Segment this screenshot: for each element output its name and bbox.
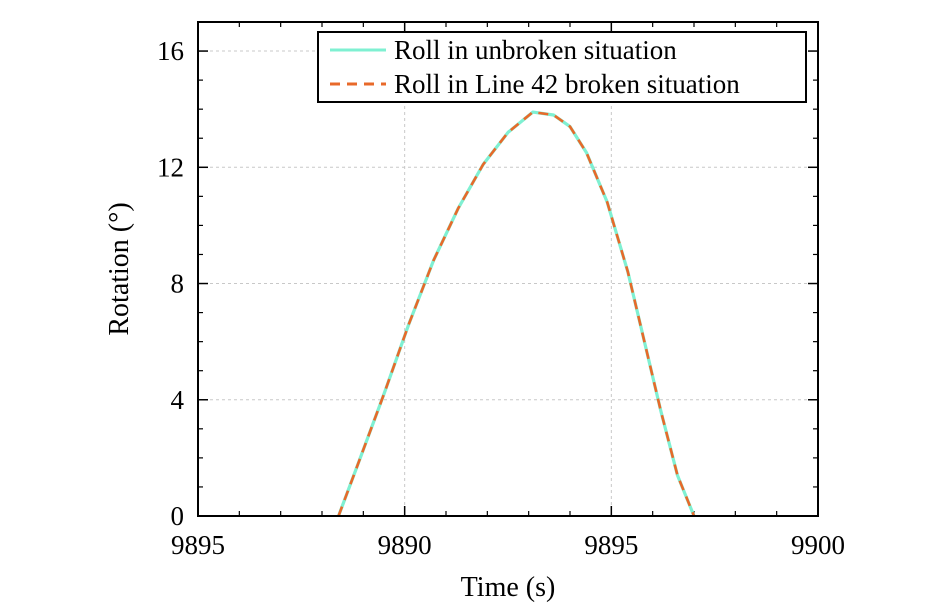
- plot-frame: [197, 21, 819, 517]
- x-tick-label: 9900: [791, 530, 845, 560]
- x-axis-title: Time (s): [461, 572, 556, 603]
- y-tick-label: 4: [171, 385, 185, 415]
- y-tick-labels: 0 4 8 12 16: [157, 36, 185, 531]
- x-tick-label: 9890: [378, 530, 432, 560]
- series-line-unbroken: [337, 110, 696, 517]
- y-tick-label: 8: [171, 269, 185, 299]
- y-axis-title: Rotation (°): [104, 202, 135, 335]
- y-tick-label: 12: [157, 152, 184, 182]
- legend-label-broken: Roll in Line 42 broken situation: [394, 69, 740, 99]
- legend-label-unbroken: Roll in unbroken situation: [394, 35, 677, 65]
- legend: Roll in unbroken situation Roll in Line …: [317, 31, 807, 103]
- series-line-broken: [337, 110, 696, 517]
- x-tick-labels: 9895 9890 9895 9900: [171, 530, 845, 560]
- y-tick-label: 16: [157, 36, 184, 66]
- series-layer: [337, 110, 696, 517]
- y-tick-label: 0: [171, 501, 185, 531]
- legend-box: [317, 31, 807, 103]
- x-tick-label: 9895: [171, 530, 225, 560]
- x-tick-label: 9895: [584, 530, 638, 560]
